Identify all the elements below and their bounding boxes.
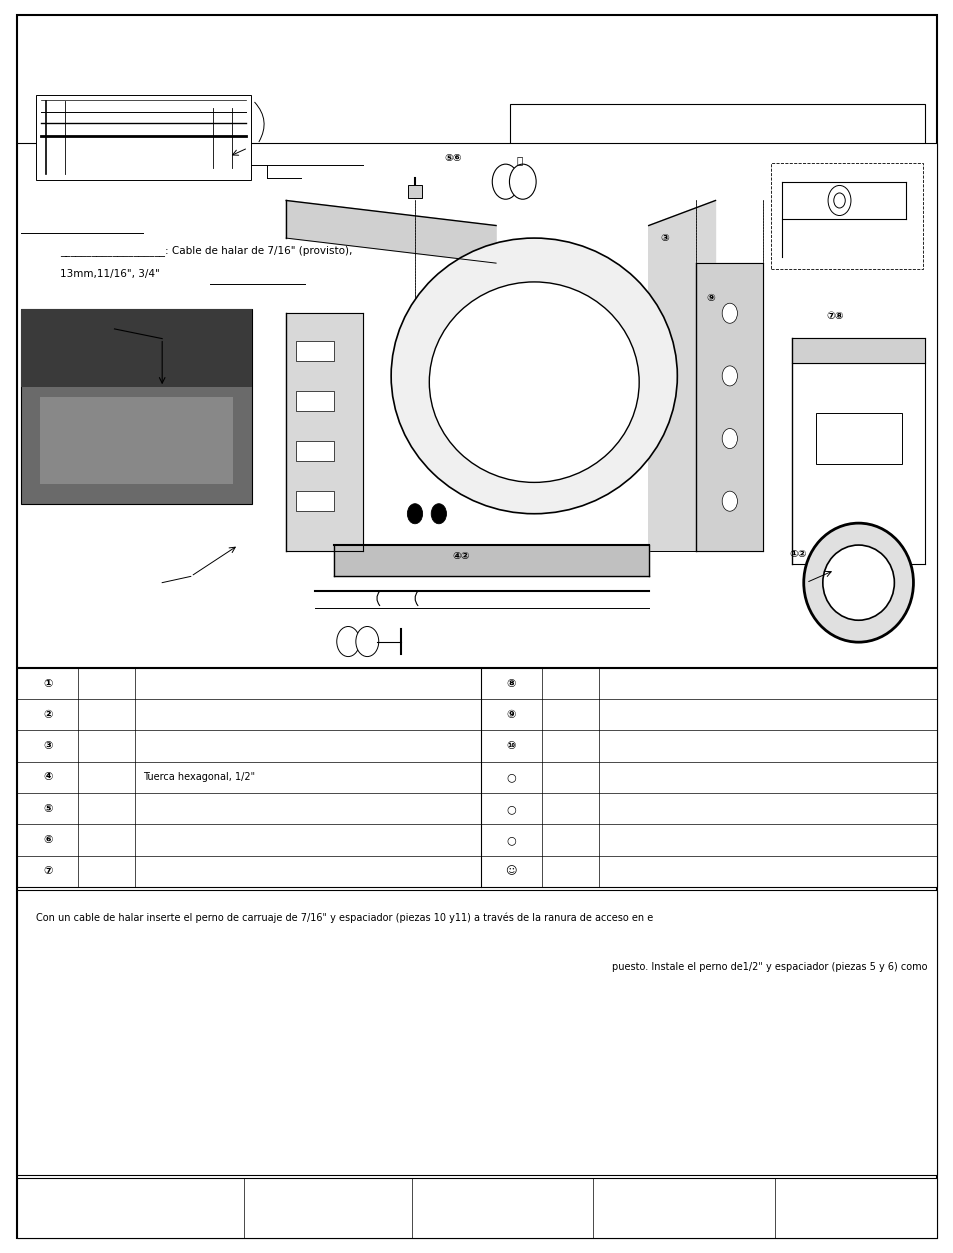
Circle shape — [721, 429, 737, 449]
Bar — [408, 185, 421, 198]
Text: ⑦⑧: ⑦⑧ — [825, 311, 842, 321]
Bar — [295, 341, 334, 361]
Text: ⑦: ⑦ — [43, 867, 52, 876]
Bar — [295, 391, 334, 411]
Text: ④: ④ — [43, 773, 52, 782]
Text: ○: ○ — [506, 773, 516, 782]
Text: Tuerca hexagonal, 1/2": Tuerca hexagonal, 1/2" — [143, 773, 255, 782]
Circle shape — [492, 164, 518, 199]
Text: ⑧: ⑧ — [506, 679, 516, 688]
Ellipse shape — [429, 282, 639, 482]
Bar — [510, 104, 924, 182]
Polygon shape — [791, 338, 924, 363]
Text: ____________________: Cable de halar de 7/16" (provisto),: ____________________: Cable de halar de … — [60, 246, 352, 257]
Circle shape — [721, 303, 737, 323]
Text: ⑪: ⑪ — [517, 155, 522, 165]
Text: ④②: ④② — [452, 551, 469, 561]
Circle shape — [407, 504, 422, 524]
Polygon shape — [334, 545, 648, 576]
Bar — [815, 413, 901, 464]
Text: ②: ② — [43, 710, 52, 719]
Circle shape — [355, 626, 378, 657]
Text: ⑨: ⑨ — [506, 710, 516, 719]
Polygon shape — [286, 200, 496, 263]
FancyArrowPatch shape — [376, 591, 379, 605]
FancyArrowPatch shape — [415, 591, 417, 605]
Text: ①: ① — [43, 679, 52, 688]
Bar — [21, 309, 252, 504]
Text: ⑤: ⑤ — [43, 804, 52, 813]
Text: ⑩: ⑩ — [506, 742, 516, 751]
Circle shape — [721, 491, 737, 511]
Text: ○: ○ — [506, 804, 516, 813]
Text: ⑤⑥: ⑤⑥ — [444, 153, 461, 163]
Circle shape — [509, 164, 536, 199]
Bar — [17, 143, 936, 667]
Bar — [21, 309, 252, 387]
Circle shape — [827, 185, 850, 216]
Polygon shape — [286, 313, 362, 551]
Text: ③: ③ — [43, 742, 52, 751]
Bar — [17, 1178, 936, 1238]
Circle shape — [833, 193, 844, 208]
Polygon shape — [696, 263, 762, 551]
Bar — [770, 163, 923, 269]
Circle shape — [721, 366, 737, 386]
Bar — [17, 890, 936, 1175]
Bar — [295, 441, 334, 461]
Text: puesto. Instale el perno de1/2" y espaciador (piezas 5 y 6) como: puesto. Instale el perno de1/2" y espaci… — [611, 962, 926, 972]
Ellipse shape — [391, 238, 677, 514]
Bar — [295, 491, 334, 511]
Circle shape — [336, 626, 359, 657]
Text: ☺: ☺ — [505, 867, 517, 876]
Ellipse shape — [802, 524, 913, 643]
Ellipse shape — [821, 545, 894, 620]
Text: ③: ③ — [659, 233, 669, 243]
Text: ○: ○ — [506, 836, 516, 845]
Bar — [40, 397, 233, 485]
Text: Con un cable de halar inserte el perno de carruaje de 7/16" y espaciador (piezas: Con un cable de halar inserte el perno d… — [36, 912, 653, 922]
Bar — [36, 95, 251, 180]
Text: ①②: ①② — [789, 549, 806, 559]
Polygon shape — [648, 200, 715, 551]
Text: ⑨: ⑨ — [705, 293, 715, 303]
Text: ⑥: ⑥ — [43, 836, 52, 845]
Text: 13mm,11/16", 3/4": 13mm,11/16", 3/4" — [60, 269, 160, 279]
Circle shape — [431, 504, 446, 524]
Bar — [17, 668, 936, 887]
